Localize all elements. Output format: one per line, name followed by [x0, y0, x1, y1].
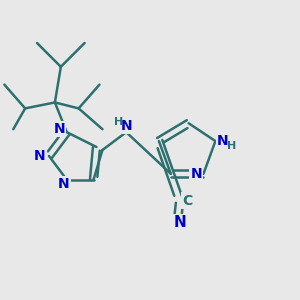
Text: N: N: [120, 119, 132, 133]
Text: C: C: [182, 194, 192, 208]
Text: H: H: [227, 140, 236, 151]
Text: H: H: [114, 117, 123, 127]
Text: N: N: [173, 215, 186, 230]
Text: N: N: [217, 134, 229, 148]
Text: N: N: [58, 177, 70, 191]
Text: N: N: [34, 149, 46, 163]
Text: N: N: [190, 167, 202, 181]
Text: N: N: [53, 122, 65, 136]
